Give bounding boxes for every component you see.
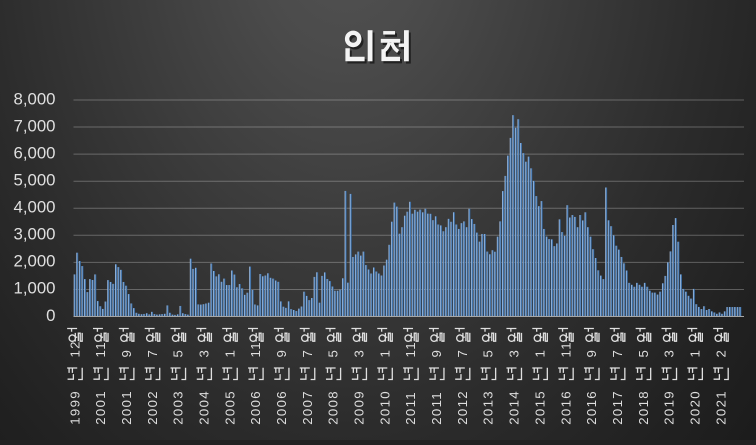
svg-text:2011: 2011 [403,391,418,425]
svg-text:5: 5 [481,349,496,358]
svg-text:7: 7 [300,349,315,358]
svg-text:2001: 2001 [93,390,108,425]
svg-text:2016: 2016 [558,390,573,425]
svg-text:2009: 2009 [352,390,367,425]
svg-text:2014: 2014 [507,390,522,425]
svg-text:11: 11 [248,341,263,357]
svg-text:9: 9 [584,349,599,358]
svg-text:2003: 2003 [171,390,186,425]
svg-text:1: 1 [532,349,547,358]
svg-text:9: 9 [274,349,289,358]
svg-text:5: 5 [326,349,341,358]
svg-text:3,000: 3,000 [14,225,56,244]
svg-text:1,000: 1,000 [14,279,56,298]
svg-text:2018: 2018 [636,390,651,425]
svg-text:2020: 2020 [687,390,702,425]
svg-text:1: 1 [377,349,392,358]
svg-text:1: 1 [687,349,702,358]
svg-text:3: 3 [197,349,212,358]
svg-text:2016: 2016 [584,390,599,425]
svg-text:5: 5 [636,349,651,358]
svg-text:11: 11 [403,341,418,357]
svg-text:11: 11 [558,341,573,357]
svg-text:3: 3 [352,349,367,358]
svg-text:2006: 2006 [274,390,289,425]
svg-text:5,000: 5,000 [14,170,56,189]
svg-text:2019: 2019 [662,390,677,425]
svg-text:2021: 2021 [713,390,728,425]
svg-text:2010: 2010 [377,390,392,425]
svg-text:2015: 2015 [532,390,547,425]
svg-text:2001: 2001 [119,390,134,425]
svg-text:3: 3 [507,349,522,358]
svg-text:2013: 2013 [481,390,496,425]
svg-text:2007: 2007 [300,390,315,425]
svg-text:1999: 1999 [67,390,82,425]
svg-text:2006: 2006 [248,390,263,425]
svg-text:2002: 2002 [145,390,160,425]
svg-text:1: 1 [222,349,237,358]
svg-text:3: 3 [662,349,677,358]
svg-text:0: 0 [46,306,55,325]
svg-text:2012: 2012 [455,390,470,425]
svg-text:2017: 2017 [610,390,625,425]
svg-text:5: 5 [171,349,186,358]
svg-text:12: 12 [67,340,82,357]
svg-text:2004: 2004 [197,390,212,425]
svg-text:2008: 2008 [326,390,341,425]
svg-text:7: 7 [455,349,470,358]
svg-text:2011: 2011 [429,391,444,425]
svg-text:2,000: 2,000 [14,252,56,271]
svg-text:7,000: 7,000 [14,116,56,135]
svg-text:6,000: 6,000 [14,143,56,162]
svg-text:9: 9 [429,349,444,358]
svg-text:2: 2 [713,349,728,358]
svg-text:4,000: 4,000 [14,198,56,217]
svg-text:2005: 2005 [222,390,237,425]
svg-text:7: 7 [610,349,625,358]
svg-text:9: 9 [119,349,134,358]
svg-text:7: 7 [145,349,160,358]
svg-text:11: 11 [93,341,108,357]
svg-text:8,000: 8,000 [14,89,56,108]
